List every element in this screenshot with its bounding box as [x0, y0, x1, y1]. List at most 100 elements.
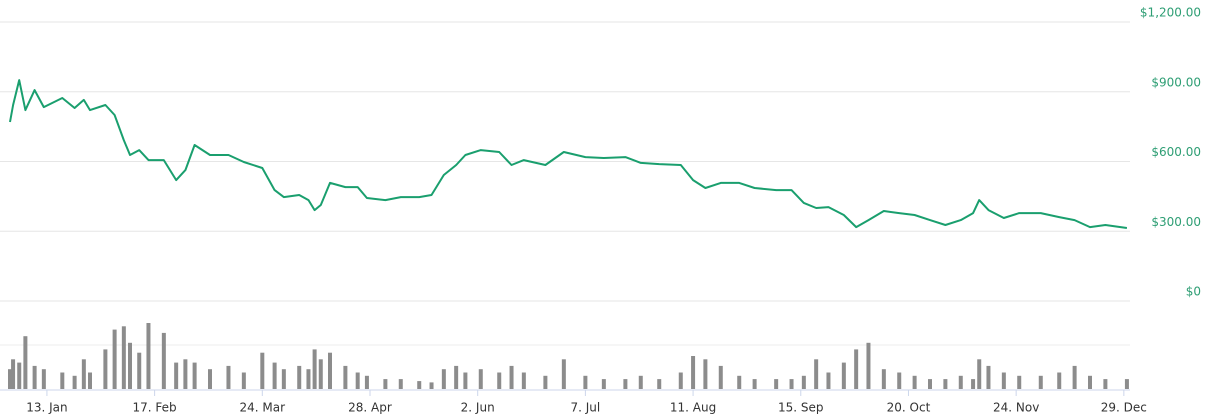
y-tick-label: $900.00 — [1151, 75, 1201, 89]
volume-bar — [1103, 379, 1108, 389]
volume-bar — [897, 372, 902, 389]
volume-bar — [429, 382, 434, 389]
volume-bar — [854, 349, 859, 389]
x-tick-label: 24. Mar — [240, 401, 286, 415]
volume-bar — [737, 375, 742, 389]
x-tick-label: 13. Jan — [26, 401, 67, 415]
volume-bar — [601, 379, 606, 389]
volume-bar — [1088, 375, 1092, 389]
volume-bar — [128, 342, 132, 389]
volume-bar — [88, 372, 92, 389]
volume-bar — [272, 362, 277, 389]
volume-bar — [1038, 375, 1043, 389]
volume-bar — [881, 369, 886, 389]
volume-bar — [364, 375, 369, 389]
volume-bar — [161, 332, 166, 389]
volume-bar — [318, 359, 323, 389]
volume-bar — [543, 375, 548, 389]
volume-bar — [343, 365, 348, 389]
y-tick-label: $600.00 — [1151, 145, 1201, 159]
volume-bar — [417, 381, 422, 389]
volume-bar — [328, 352, 332, 389]
volume-bar — [657, 379, 662, 389]
volume-bar — [841, 362, 846, 389]
volume-bar — [752, 379, 757, 389]
volume-bar — [1072, 365, 1077, 389]
volume-bar — [60, 372, 65, 389]
volume-bar — [497, 372, 502, 389]
volume-bar — [355, 372, 360, 389]
x-tick-label: 7. Jul — [571, 401, 601, 415]
volume-bar — [137, 352, 142, 389]
x-tick-label: 17. Feb — [133, 401, 177, 415]
volume-bar — [81, 359, 86, 389]
volume-bar — [928, 379, 932, 389]
volume-bar — [192, 362, 197, 389]
volume-bar — [297, 365, 302, 389]
x-tick-label: 20. Oct — [887, 401, 931, 415]
volume-bar — [260, 352, 265, 389]
volume-bar — [183, 359, 188, 389]
volume-bar — [623, 379, 628, 389]
volume-bar — [23, 336, 28, 389]
volume-bar — [121, 326, 126, 389]
volume-bar — [1017, 375, 1022, 389]
volume-bar — [691, 356, 696, 389]
volume-bar — [521, 372, 526, 389]
x-tick-label: 28. Apr — [348, 401, 392, 415]
volume-bar — [718, 365, 723, 389]
volume-bar — [703, 359, 708, 389]
volume-bar — [41, 369, 46, 389]
volume-bar — [463, 372, 468, 389]
x-tick-label: 2. Jun — [461, 401, 495, 415]
volume-bar — [226, 365, 231, 389]
volume-bar — [789, 379, 794, 389]
y-tick-label: $300.00 — [1151, 215, 1201, 229]
volume-bar — [17, 362, 22, 389]
volume-bar — [208, 369, 212, 389]
x-tick-label: 29. Dec — [1101, 401, 1147, 415]
volume-bar — [241, 372, 246, 389]
volume-bar — [32, 365, 37, 389]
volume-bar — [1001, 372, 1006, 389]
volume-bar — [312, 349, 317, 389]
volume-bar — [583, 375, 588, 389]
volume-bar — [774, 379, 779, 389]
volume-bar — [958, 375, 963, 389]
volume-bar — [478, 369, 483, 389]
volume-bar — [146, 323, 151, 389]
volume-bar — [1124, 379, 1129, 389]
volume-bar — [306, 369, 311, 389]
volume-bar — [678, 372, 683, 389]
volume-bar — [281, 369, 286, 389]
volume-bar — [112, 329, 117, 389]
volume-bar — [801, 375, 806, 389]
volume-bar — [986, 365, 991, 389]
volume-bar — [383, 379, 388, 389]
volume-bar — [814, 359, 819, 389]
volume-bar — [441, 369, 446, 389]
x-tick-label: 15. Sep — [778, 401, 824, 415]
y-tick-label: $1,200.00 — [1140, 6, 1201, 20]
volume-bar — [943, 379, 948, 389]
volume-bar — [11, 359, 16, 389]
volume-bar — [398, 379, 403, 389]
volume-bar — [971, 379, 976, 389]
volume-bar — [826, 372, 831, 389]
volume-bar — [638, 375, 643, 389]
volume-bar — [72, 375, 77, 389]
volume-bar — [174, 362, 179, 389]
volume-bar — [454, 365, 459, 389]
volume-bar — [977, 359, 982, 389]
price-line — [9, 79, 1128, 229]
y-tick-label: $0 — [1186, 285, 1201, 299]
volume-bar — [1057, 372, 1062, 389]
x-tick-label: 11. Aug — [670, 401, 716, 415]
volume-bar — [8, 369, 12, 389]
volume-bar — [509, 365, 514, 389]
volume-bar — [561, 359, 566, 389]
x-tick-label: 24. Nov — [993, 401, 1039, 415]
volume-bar — [866, 342, 871, 389]
volume-bar — [912, 375, 917, 389]
